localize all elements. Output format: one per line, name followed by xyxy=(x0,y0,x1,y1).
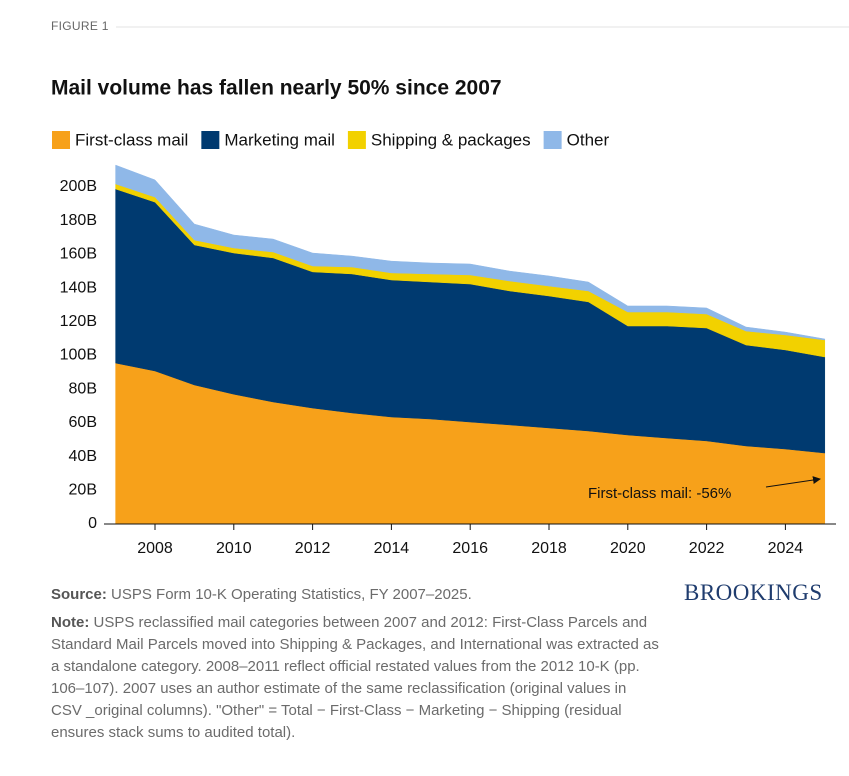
y-tick-label: 20B xyxy=(69,482,97,499)
note-text: USPS reclassified mail categories betwee… xyxy=(51,614,659,741)
y-tick-label: 40B xyxy=(69,448,97,465)
x-tick-label: 2014 xyxy=(374,540,410,557)
legend-swatch xyxy=(543,131,562,149)
y-tick-label: 160B xyxy=(60,246,97,263)
x-tick-label: 2012 xyxy=(295,540,331,557)
x-tick-label: 2010 xyxy=(216,540,252,557)
legend-swatch xyxy=(201,131,220,149)
x-tick-label: 2022 xyxy=(689,540,725,557)
chart-title: Mail volume has fallen nearly 50% since … xyxy=(51,77,502,100)
legend-label: Other xyxy=(567,130,610,149)
plot: 0 20B 40B 60B 80B 100B 120B 140B 160B 180B 200B 200… xyxy=(60,164,836,557)
x-tick-label: 2024 xyxy=(768,540,804,557)
y-tick-label: 120B xyxy=(60,313,97,330)
y-tick-label: 140B xyxy=(60,279,97,296)
y-tick-label: 80B xyxy=(69,380,97,397)
y-tick-label: 60B xyxy=(69,414,97,431)
legend-label: First-class mail xyxy=(75,130,188,149)
chart: FIGURE 1 Mail volume has fallen nearly 5… xyxy=(51,19,849,557)
x-tick-label: 2008 xyxy=(137,540,173,557)
x-tick-label: 2018 xyxy=(531,540,567,557)
note-label: Note: xyxy=(51,614,90,631)
source-text: USPS Form 10-K Operating Statistics, FY … xyxy=(111,586,472,603)
legend-swatch xyxy=(52,131,70,149)
legend-label: Marketing mail xyxy=(224,130,335,149)
annotation: First-class mail: -56% xyxy=(588,485,731,502)
figure-label: FIGURE 1 xyxy=(51,19,109,33)
annotation-arrow xyxy=(765,476,821,488)
area xyxy=(115,164,826,341)
y-tick-label: 0 xyxy=(88,515,97,532)
x-tick-label: 2020 xyxy=(610,540,646,557)
source-label: Source: xyxy=(51,586,107,603)
legend: First-class mail Marketing mail Shipping &… xyxy=(52,130,609,149)
brand-logo: BROOKINGS xyxy=(684,580,823,605)
y-tick-label: 200B xyxy=(60,178,97,195)
legend-label: Shipping & packages xyxy=(371,130,531,149)
x-tick-label: 2016 xyxy=(452,540,488,557)
legend-swatch xyxy=(347,131,366,149)
note: Note: USPS reclassified mail categories … xyxy=(51,612,661,744)
source: Source: USPS Form 10-K Operating Statist… xyxy=(51,584,691,606)
y-tick-label: 100B xyxy=(60,347,97,364)
y-tick-label: 180B xyxy=(60,212,97,229)
